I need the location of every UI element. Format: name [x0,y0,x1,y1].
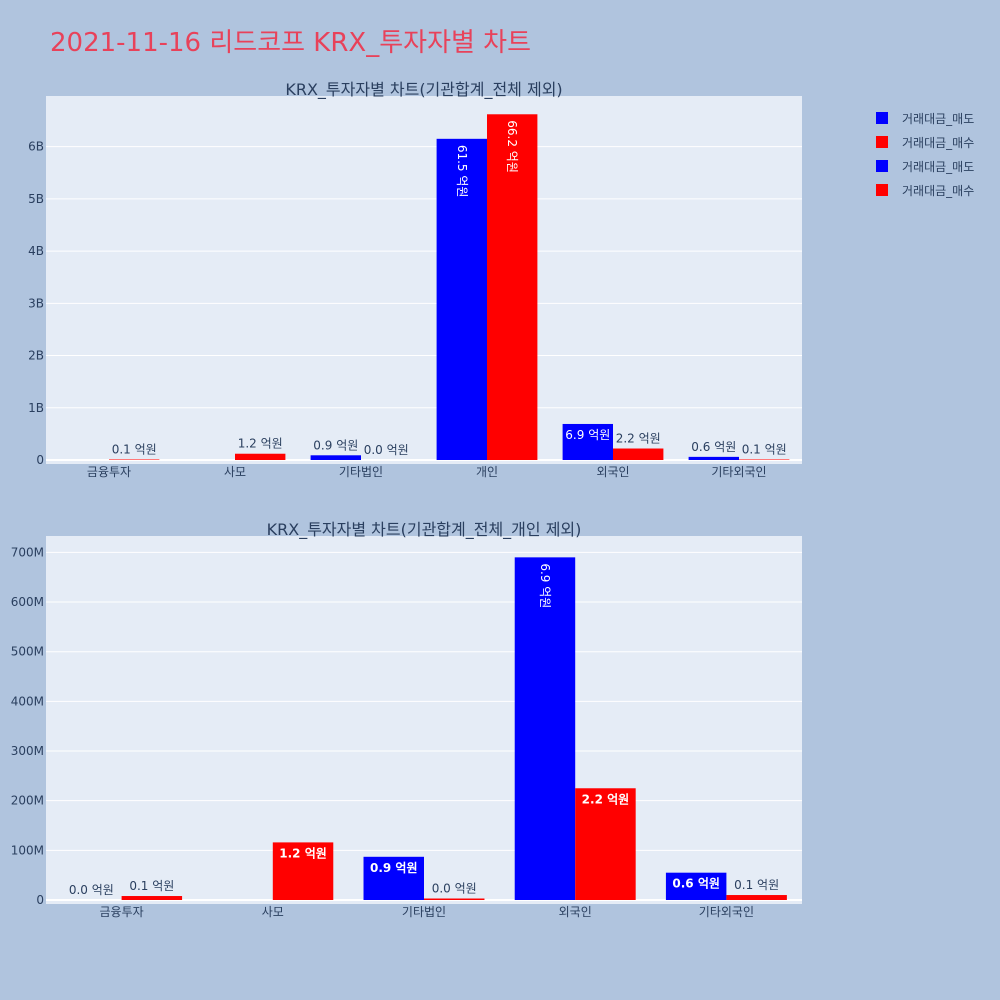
legend-label: 거래대금_매도 [902,111,975,126]
x-tick-label: 기타법인 [339,465,383,479]
y-tick-label: 0 [36,893,44,907]
legend-label: 거래대금_매도 [902,159,975,174]
legend-item[interactable]: 거래대금_매수 [876,178,974,202]
y-tick-label: 600M [11,595,44,609]
plot-area [46,536,802,904]
data-label: 0.6 억원 [672,877,720,891]
data-label: 0.0 억원 [432,882,477,896]
legend-swatch [876,112,888,124]
bar [665,872,727,900]
bar [739,459,790,460]
bar [310,455,361,460]
data-label: 1.2 억원 [238,437,283,451]
bar [688,456,739,460]
y-tick-label: 6B [28,140,44,154]
y-tick-label: 400M [11,694,44,708]
x-tick-label: 개인 [476,465,498,479]
x-tick-label: 사모 [262,905,284,919]
legend-swatch [876,160,888,172]
x-tick-label: 금융투자 [100,905,144,919]
x-tick-label: 기타법인 [402,905,446,919]
data-label: 0.9 억원 [313,438,358,452]
data-label: 0.1 억원 [742,442,787,456]
legend-swatch [876,184,888,196]
chart-top: 0 1B 2B 3B 4B 5B 6B KRX_투자자별 차트(기관합계_전체 제외) 금융투자… [28,80,802,479]
data-label: 2.2 억원 [616,432,661,446]
bar [363,856,424,900]
data-label: 0.0 억원 [69,883,114,897]
data-label: 0.6 억원 [691,440,736,454]
bar [235,453,286,460]
y-tick-label: 0 [36,453,44,467]
x-tick-label: 기타외국인 [711,465,766,479]
y-tick-label: 2B [28,349,44,363]
x-tick-label: 금융투자 [87,465,131,479]
data-label: 61.5 억원 [455,145,469,198]
data-label: 66.2 억원 [505,120,519,173]
y-tick-label: 4B [28,244,44,258]
bar [726,895,787,900]
chart-title: KRX_투자자별 차트(기관합계_전체 제외) [285,80,562,100]
chart-bottom: 0 100M 200M 300M 400M 500M 600M 700M KRX_투자자별 차트… [11,520,802,919]
legend-label: 거래대금_매수 [902,135,975,150]
y-tick-label: 200M [11,794,44,808]
y-tick-label: 3B [28,296,44,310]
bar [109,459,160,460]
data-label: 1.2 억원 [279,846,327,860]
data-label: 2.2 억원 [582,792,630,806]
x-tick-label: 기타외국인 [699,905,754,919]
legend-item[interactable]: 거래대금_매수 [876,130,974,154]
data-label: 6.9 억원 [538,563,552,608]
x-tick-label: 외국인 [596,465,629,479]
y-tick-label: 100M [11,843,44,857]
legend-item[interactable]: 거래대금_매도 [876,154,974,178]
bar [613,448,664,460]
bar [562,423,613,460]
data-label: 6.9 억원 [565,428,610,442]
bar [424,898,485,900]
bar [487,114,538,461]
legend-item[interactable]: 거래대금_매도 [876,106,974,130]
data-label: 0.1 억원 [734,878,779,892]
legend-swatch [876,136,888,148]
y-tick-label: 500M [11,645,44,659]
plot-area [46,96,802,464]
x-tick-label: 외국인 [559,905,592,919]
bar [514,557,576,900]
data-label: 0.9 억원 [370,861,418,875]
legend-label: 거래대금_매수 [902,183,975,198]
data-label: 0.1 억원 [112,442,157,456]
page-title: 2021-11-16 리드코프 KRX_투자자별 차트 [50,28,532,58]
y-tick-label: 700M [11,545,44,559]
bar [272,842,334,900]
bar [575,788,636,900]
bar [436,138,487,460]
y-tick-label: 5B [28,192,44,206]
y-tick-label: 300M [11,744,44,758]
x-tick-label: 사모 [224,465,246,479]
chart-title: KRX_투자자별 차트(기관합계_전체_개인 제외) [267,520,582,540]
data-label: 0.1 억원 [129,879,174,893]
legend[interactable]: 거래대금_매도 거래대금_매수 거래대금_매도 거래대금_매수 [876,106,974,202]
bar [121,896,183,900]
data-label: 0.0 억원 [364,443,409,457]
y-tick-label: 1B [28,401,44,415]
